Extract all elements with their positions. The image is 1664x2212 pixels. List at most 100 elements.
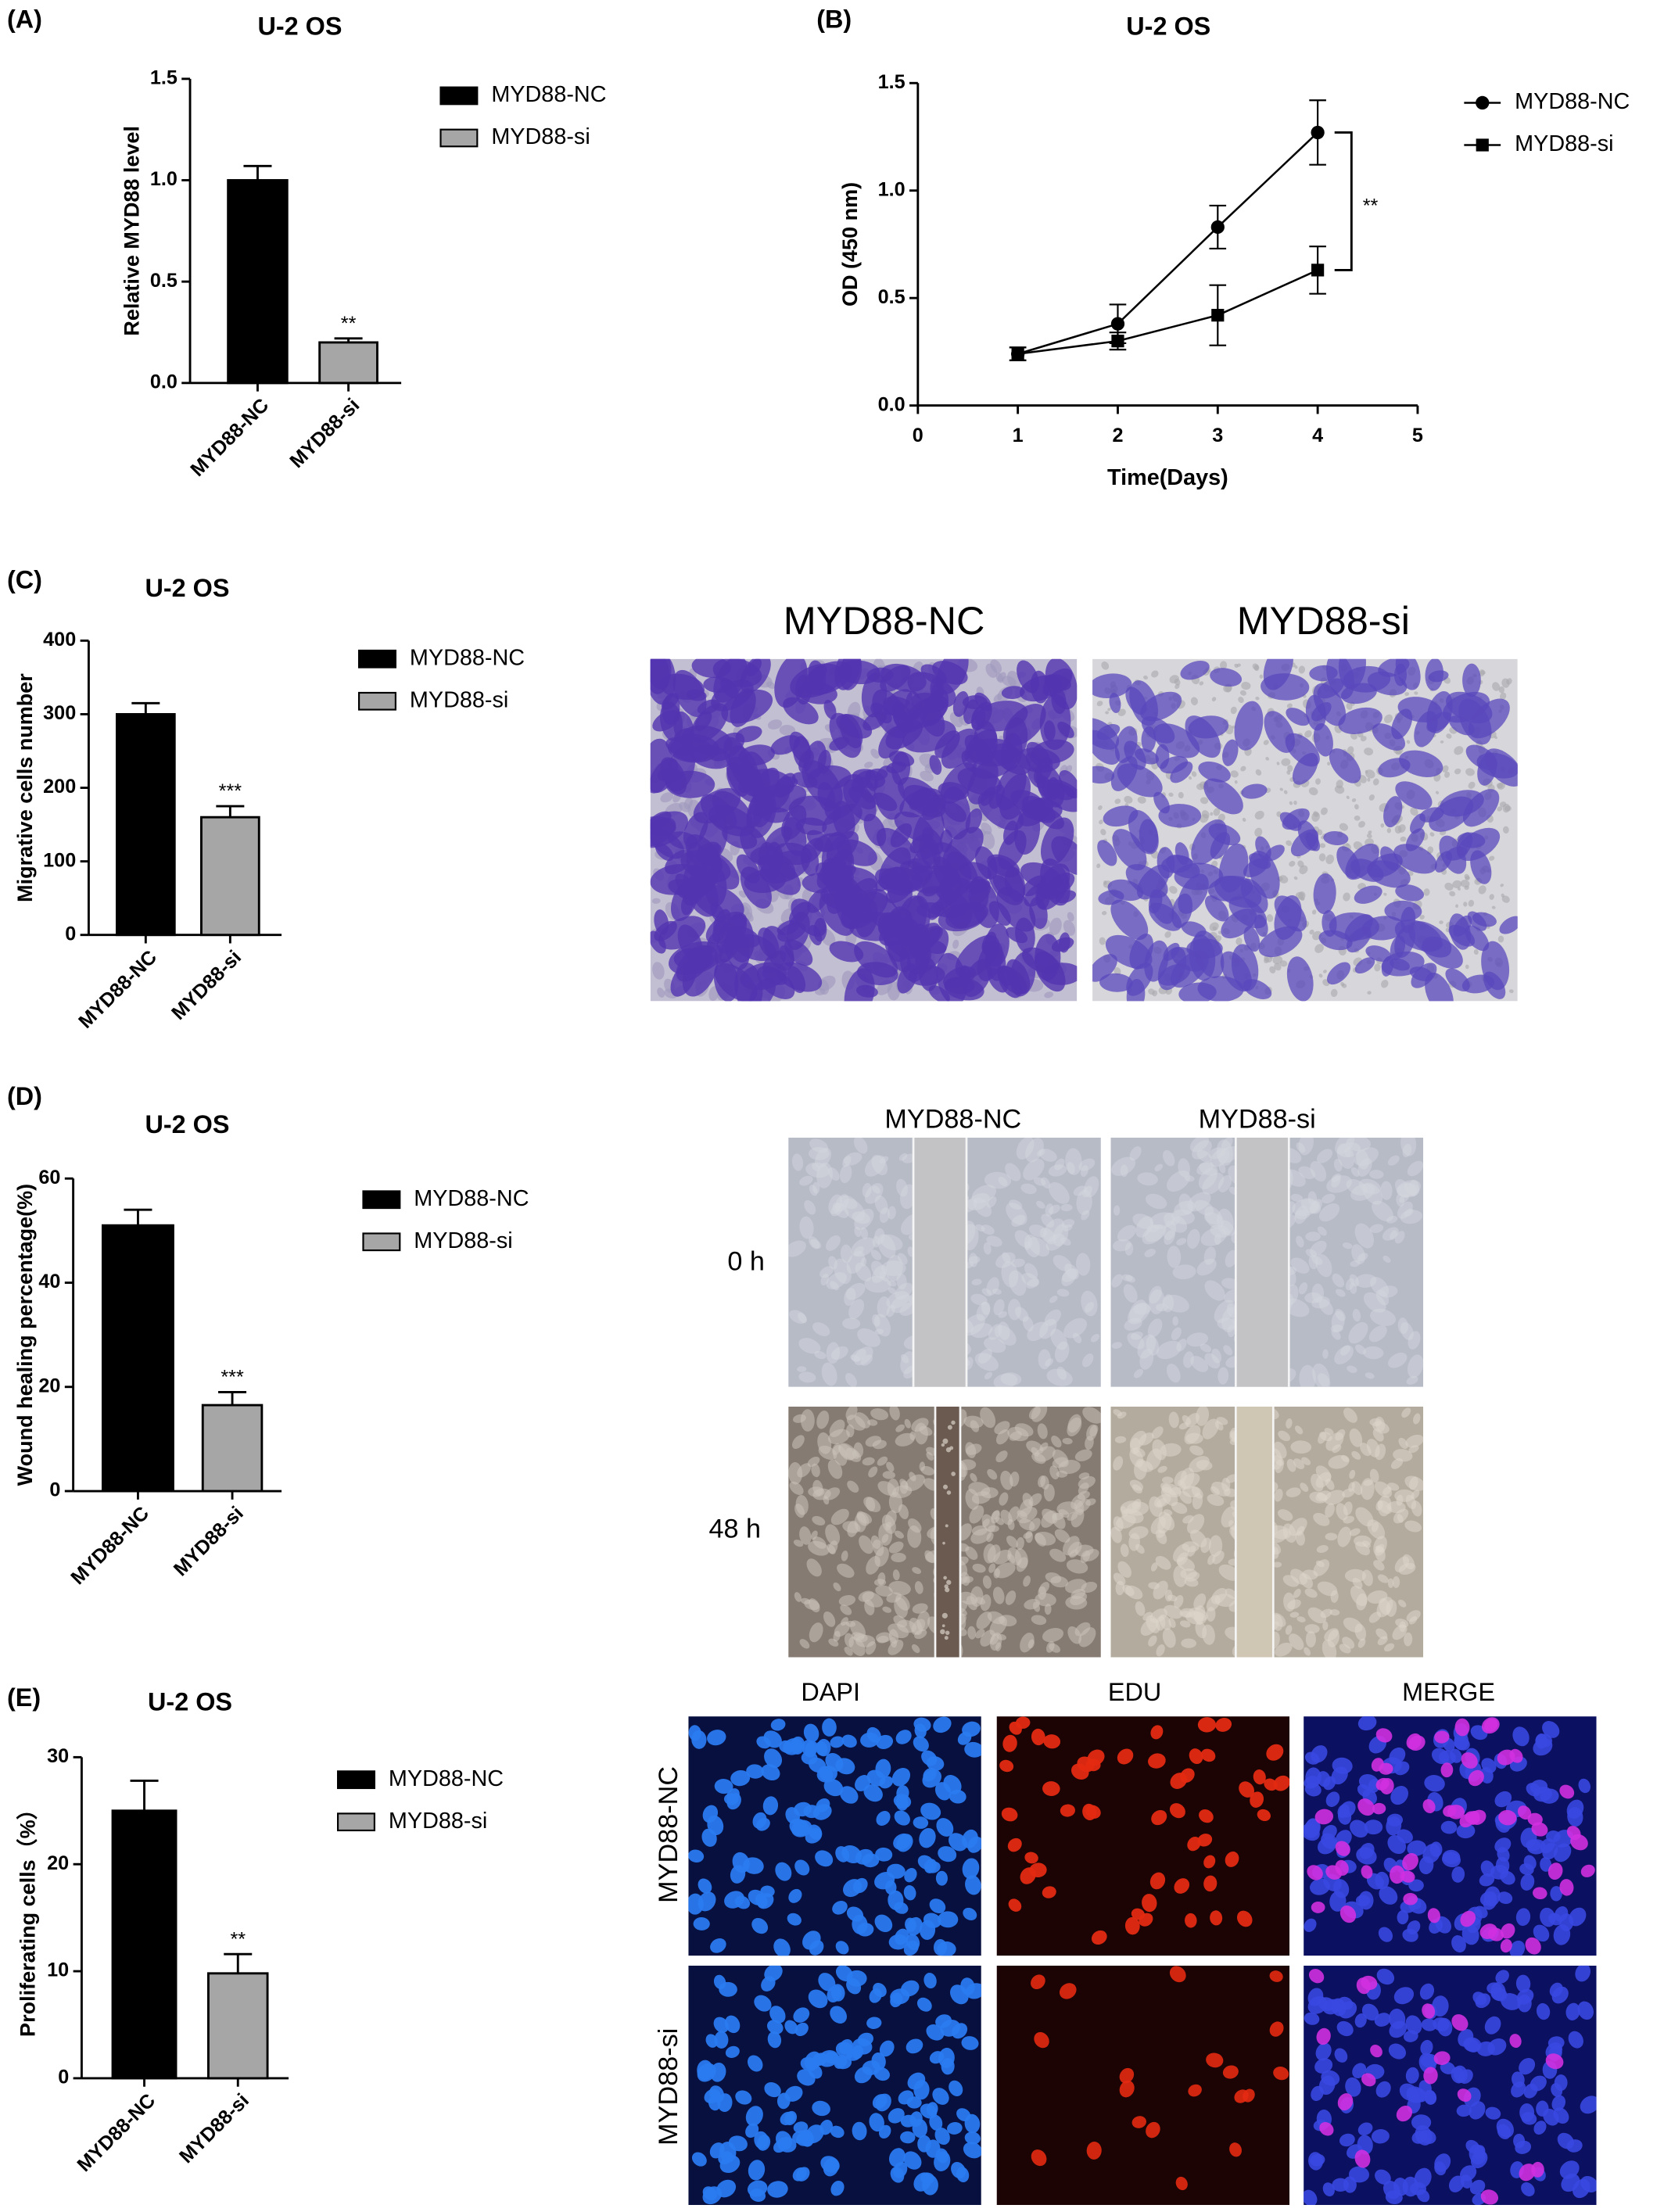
cell <box>1512 2071 1525 2088</box>
micrograph <box>1304 1716 1597 1956</box>
cell <box>1113 1409 1122 1417</box>
cell <box>853 1138 868 1154</box>
cell <box>1221 908 1257 939</box>
cell <box>952 939 959 949</box>
cell <box>776 2092 791 2110</box>
cell <box>1066 1559 1088 1574</box>
cell <box>1123 1284 1138 1303</box>
cell <box>764 1748 783 1769</box>
cell <box>1317 1493 1328 1501</box>
cell <box>1394 1231 1405 1244</box>
cell <box>1307 1865 1323 1880</box>
x-tick-label: MYD88-si <box>285 394 364 472</box>
cell <box>1206 2052 1224 2068</box>
bar <box>115 712 176 937</box>
cell <box>1357 2135 1373 2155</box>
cell <box>775 1862 792 1881</box>
cell <box>812 1322 830 1336</box>
cell <box>1390 958 1410 971</box>
cell <box>866 2017 882 2029</box>
cell <box>1208 823 1241 845</box>
cell <box>1042 1628 1064 1643</box>
cell <box>1200 1537 1211 1554</box>
legend-swatch <box>337 1770 375 1790</box>
cell <box>1337 1808 1352 1825</box>
cell <box>708 2095 721 2111</box>
cell <box>1390 1865 1405 1884</box>
cell <box>1137 796 1146 804</box>
cell <box>835 1965 853 1982</box>
cell <box>965 1546 978 1560</box>
cell <box>938 1911 959 1928</box>
bar <box>101 1224 174 1493</box>
cell <box>1176 1552 1189 1566</box>
cell <box>1157 1465 1167 1473</box>
cell <box>1421 939 1443 952</box>
cell <box>1164 1230 1175 1246</box>
cell <box>957 767 1002 796</box>
cell <box>1322 1639 1337 1658</box>
cell <box>1119 2080 1135 2098</box>
marker <box>1210 220 1225 235</box>
micrograph <box>996 1716 1290 1956</box>
cell <box>1508 989 1514 994</box>
cell <box>1325 1791 1340 1807</box>
cell <box>804 740 827 780</box>
cell <box>1443 1805 1457 1817</box>
cell <box>1136 864 1170 900</box>
legend-swatch <box>358 691 396 711</box>
cell <box>1411 1490 1420 1500</box>
cell <box>1243 926 1261 952</box>
cell <box>926 2102 938 2117</box>
cell <box>1211 697 1217 702</box>
cell <box>1350 1167 1360 1178</box>
cell <box>1554 1906 1569 1922</box>
cell <box>830 2006 848 2024</box>
legend-label: MYD88-NC <box>414 1186 529 1211</box>
cell <box>1070 1763 1089 1780</box>
cell <box>922 827 944 855</box>
cell <box>1339 1905 1357 1923</box>
cell <box>1304 1783 1322 1797</box>
marker <box>1476 138 1489 152</box>
cell <box>1174 1595 1184 1608</box>
cell <box>1025 752 1043 773</box>
cell <box>797 1463 812 1478</box>
cell <box>1567 1807 1583 1827</box>
cell <box>1456 1823 1476 1839</box>
cell <box>1456 2104 1472 2117</box>
cell <box>877 1481 897 1496</box>
cell <box>1429 796 1474 832</box>
cell <box>1427 1908 1440 1923</box>
cell <box>1489 894 1494 900</box>
cell <box>1553 1924 1571 1945</box>
cell <box>1163 942 1180 962</box>
cell <box>776 776 798 790</box>
cell <box>999 1615 1017 1627</box>
cell <box>1169 1803 1185 1819</box>
cell <box>1305 1231 1321 1242</box>
cell <box>1253 1769 1266 1785</box>
cell <box>1058 769 1078 799</box>
cell <box>1310 2153 1325 2167</box>
cell <box>1536 2002 1551 2020</box>
cell <box>908 1518 922 1533</box>
cell <box>984 1371 992 1380</box>
cell <box>1155 744 1170 769</box>
cell <box>1060 1804 1075 1817</box>
cell <box>820 2156 840 2173</box>
cell <box>1117 708 1126 716</box>
cell <box>1381 980 1389 988</box>
cell <box>713 2017 729 2033</box>
cell <box>881 1515 896 1534</box>
cell <box>892 1569 900 1581</box>
cell <box>1044 991 1054 998</box>
cell <box>1100 829 1106 836</box>
cell <box>1187 1837 1201 1852</box>
cell <box>1543 2108 1559 2126</box>
x-tick-label: MYD88-NC <box>74 946 161 1033</box>
cell <box>1164 930 1171 938</box>
cell <box>1204 1353 1221 1369</box>
cell <box>725 2045 740 2059</box>
cell <box>1346 1178 1368 1196</box>
